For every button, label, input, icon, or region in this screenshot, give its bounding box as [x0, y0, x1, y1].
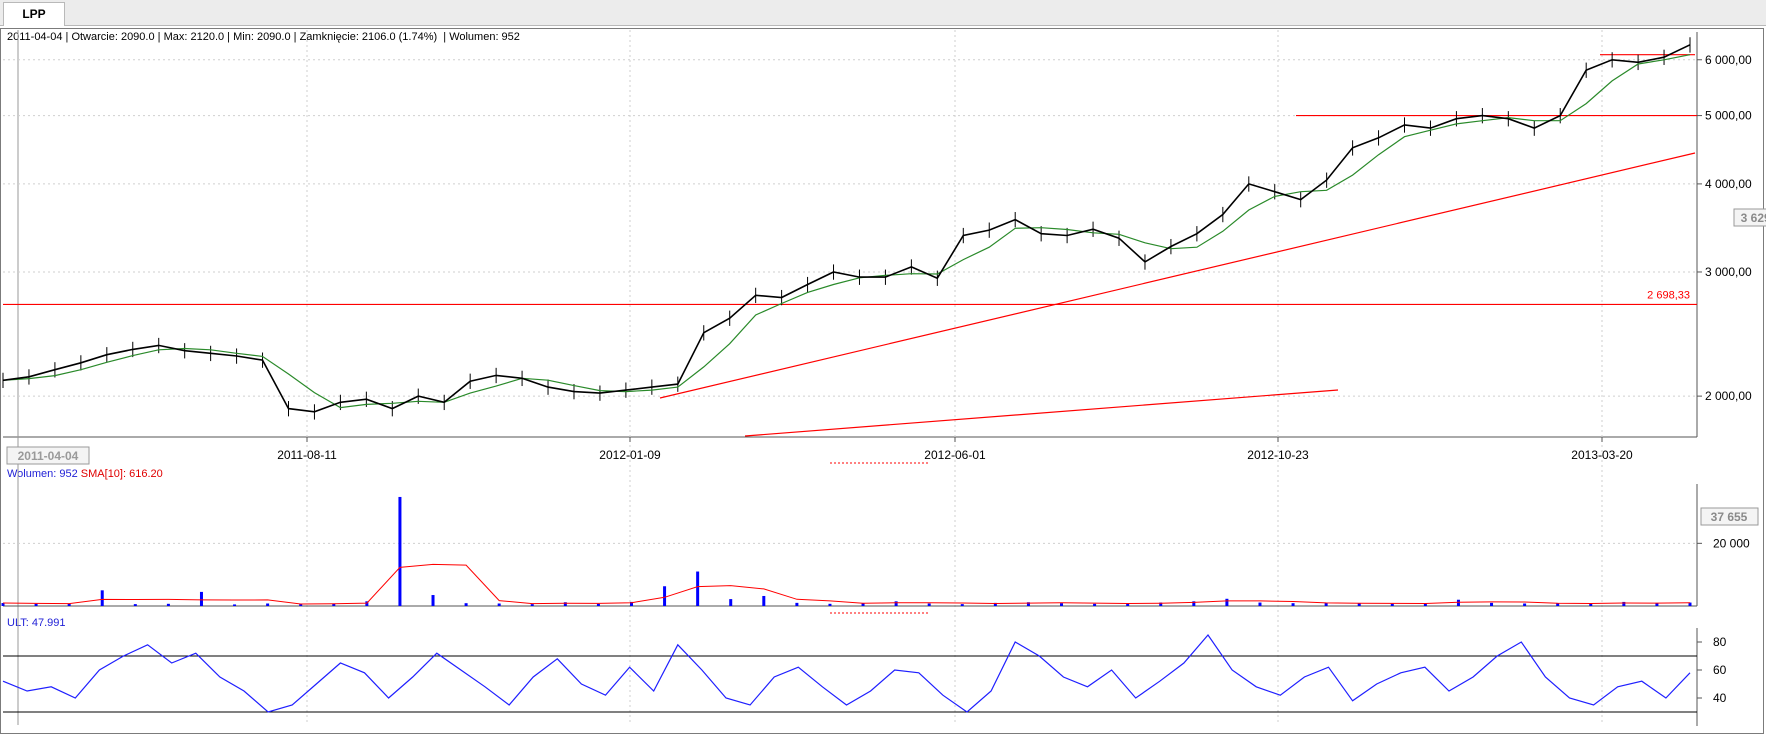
info-close: Zamknięcie: 2106.0 (1.74%)	[299, 31, 438, 43]
volume-bar	[663, 586, 667, 606]
price-close-line	[2, 44, 1691, 413]
volume-bar	[1126, 603, 1130, 606]
volume-bar	[365, 601, 369, 606]
price-tick-label: 4 000,00	[1705, 177, 1752, 191]
volume-bar	[894, 601, 898, 606]
volume-bar	[67, 603, 71, 606]
volume-bar	[1589, 603, 1593, 606]
info-volume: Wolumen: 952	[449, 31, 520, 43]
current-price-box	[1733, 208, 1766, 227]
volume-bar	[166, 603, 170, 606]
ult-label: ULT: 47.991	[7, 617, 66, 629]
volume-bar	[960, 604, 964, 606]
volume-bar	[100, 590, 104, 606]
current-volume-box	[1700, 507, 1759, 526]
volume-bar	[199, 591, 203, 606]
volume-bar	[1192, 601, 1196, 606]
sma-label: SMA[10]: 616.20	[80, 468, 163, 480]
info-max: Max: 2120.0	[163, 31, 225, 43]
volume-legend: Wolumen: 952 SMA[10]: 616.20	[7, 468, 163, 480]
price-tick-label: 6 000,00	[1705, 53, 1752, 67]
volume-bar	[34, 603, 38, 606]
date-label: 2013-03-20	[1571, 448, 1633, 462]
info-min: Min: 2090.0	[233, 31, 291, 43]
date-label: 2012-01-09	[599, 448, 661, 462]
info-open: Otwarcie: 2090.0	[71, 31, 155, 43]
info-date: 2011-04-04	[7, 31, 63, 43]
ult-tick-label: 60	[1713, 663, 1727, 677]
volume-bar	[1423, 603, 1427, 606]
info-line: 2011-04-04 | Otwarcie: 2090.0 | Max: 212…	[7, 31, 520, 43]
date-label: 2011-08-11	[277, 448, 337, 462]
date-label: 2012-10-23	[1247, 448, 1309, 462]
volume-bar	[927, 603, 931, 606]
volume-bar	[332, 603, 336, 606]
volume-bar	[1523, 603, 1527, 606]
volume-bar	[762, 595, 766, 606]
volume-bar	[398, 496, 402, 606]
volume-bar	[1026, 602, 1030, 606]
volume-bar	[1490, 602, 1494, 606]
volume-bar	[1390, 603, 1394, 606]
volume-bar	[1159, 602, 1163, 606]
price-tick-label: 2 000,00	[1705, 389, 1752, 403]
volume-bar	[1, 603, 5, 606]
volume-bar	[596, 603, 600, 606]
trend-line-lower	[744, 389, 1339, 437]
cursor-date-label: 2011-04-04	[18, 449, 79, 463]
support-line-label: 2 698,33	[1647, 289, 1690, 301]
volume-bar	[828, 603, 832, 606]
volume-bar	[696, 571, 700, 606]
volume-bar	[133, 604, 137, 606]
price-tick-label: 3 000,00	[1705, 265, 1752, 279]
trend-line-upper	[659, 152, 1696, 399]
volume-bar	[629, 601, 633, 606]
volume-sma-line	[2, 563, 1691, 605]
chart-frame[interactable]	[0, 28, 1764, 734]
volume-bar	[1258, 602, 1262, 606]
volume-bar	[497, 603, 501, 606]
volume-bar	[861, 603, 865, 606]
volume-bar	[1093, 603, 1097, 606]
volume-bar	[233, 604, 237, 606]
volume-bar	[1324, 602, 1328, 606]
volume-bar	[1456, 599, 1460, 606]
volume-bar	[1225, 598, 1229, 606]
volume-bar	[1060, 603, 1064, 606]
volume-bar	[1357, 603, 1361, 606]
volume-bar	[563, 602, 567, 606]
ult-line	[2, 634, 1691, 713]
cursor-date-box	[6, 446, 90, 465]
price-tick-label: 5 000,00	[1705, 109, 1752, 123]
volume-bar	[1622, 601, 1626, 606]
volume-label: Wolumen: 952	[7, 468, 78, 480]
volume-bar	[299, 604, 303, 606]
current-volume-label: 37 655	[1711, 510, 1748, 524]
volume-tick-label: 20 000	[1713, 536, 1750, 550]
volume-bar	[266, 603, 270, 606]
volume-bar	[1291, 603, 1295, 606]
volume-bar	[464, 603, 468, 606]
ult-tick-label: 80	[1713, 635, 1727, 649]
ult-tick-label: 40	[1713, 691, 1727, 705]
volume-bar	[1655, 603, 1659, 606]
volume-bar	[530, 604, 534, 606]
tab-lpp[interactable]: LPP	[3, 2, 65, 26]
volume-bar	[431, 595, 435, 606]
volume-bar	[795, 602, 799, 606]
date-label: 2012-06-01	[924, 448, 986, 462]
ult-legend: ULT: 47.991	[7, 617, 66, 629]
volume-bar	[729, 599, 733, 606]
current-price-label: 3 629,39	[1741, 211, 1766, 225]
volume-bar	[993, 602, 997, 606]
volume-bar	[1556, 603, 1560, 606]
volume-bar	[1688, 602, 1692, 606]
price-sma-line	[2, 54, 1691, 409]
tab-bar: LPP	[0, 0, 1766, 26]
